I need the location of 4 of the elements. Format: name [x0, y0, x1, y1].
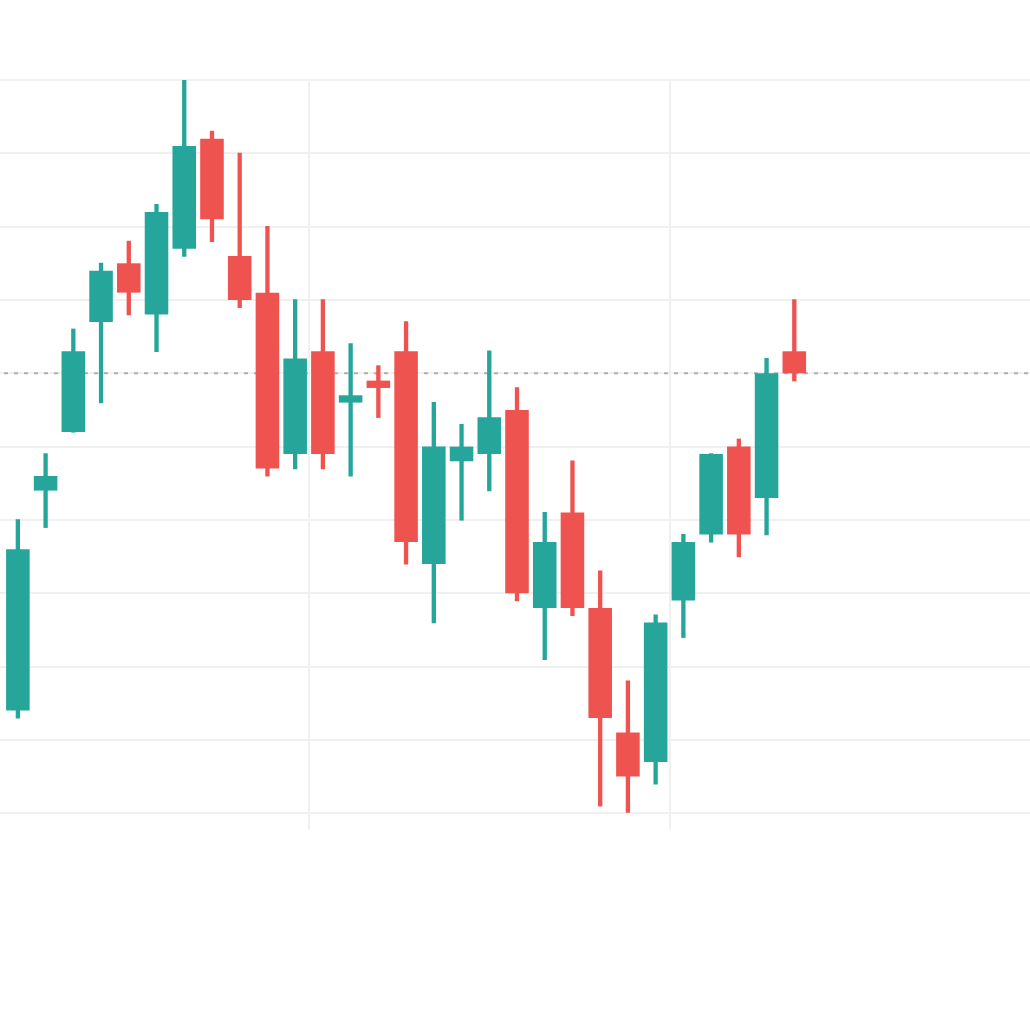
candlestick	[338, 343, 363, 477]
candlestick	[366, 365, 391, 418]
candlestick	[33, 453, 58, 528]
candlestick	[449, 423, 474, 521]
